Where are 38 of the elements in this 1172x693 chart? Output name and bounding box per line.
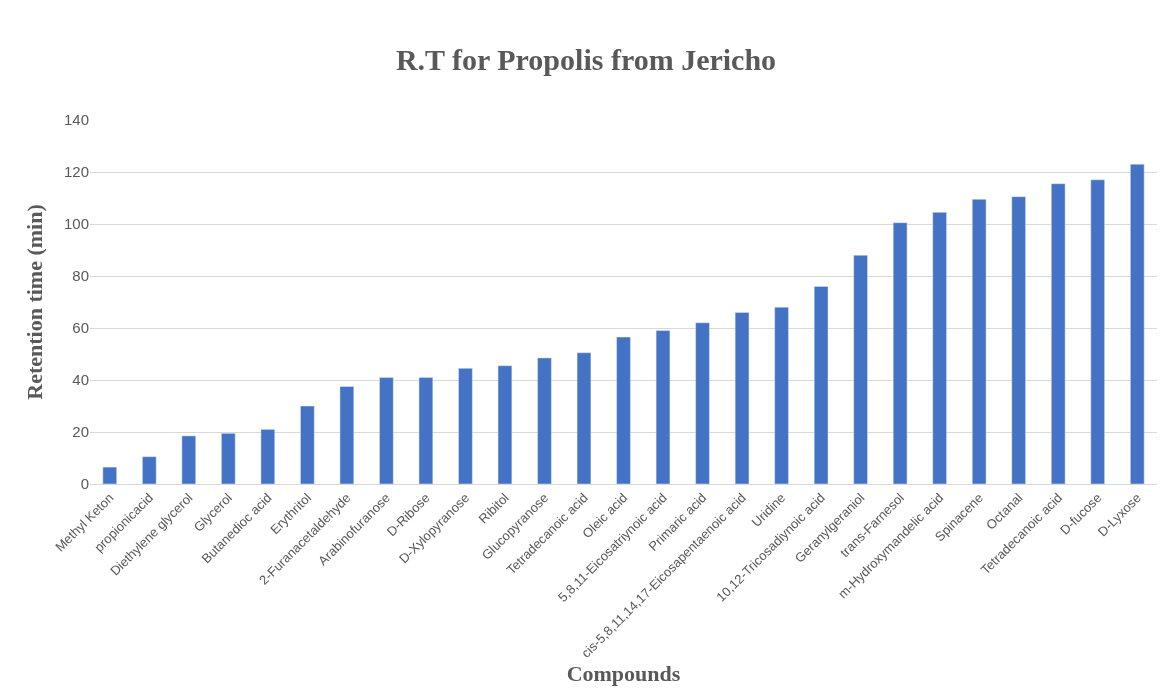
bar bbox=[1090, 179, 1105, 484]
bar bbox=[379, 377, 394, 484]
y-tick-label: 120 bbox=[63, 163, 89, 181]
bar bbox=[892, 222, 908, 484]
y-tick-label: 60 bbox=[72, 319, 89, 337]
bar bbox=[932, 212, 947, 484]
x-axis-title: Compounds bbox=[566, 660, 681, 686]
y-tick-label: 140 bbox=[63, 111, 89, 129]
bar bbox=[853, 254, 868, 484]
bar bbox=[260, 429, 275, 484]
y-axis-title: Retention time (min) bbox=[21, 204, 47, 400]
bar bbox=[300, 405, 315, 484]
bar bbox=[813, 286, 829, 484]
y-tick-label: 100 bbox=[63, 215, 89, 233]
y-tick-label: 80 bbox=[72, 267, 89, 285]
bar bbox=[1011, 196, 1026, 484]
bar bbox=[181, 435, 196, 484]
y-tick-label: 0 bbox=[80, 475, 89, 493]
bar bbox=[774, 306, 789, 484]
bar bbox=[418, 377, 434, 484]
bar bbox=[458, 368, 473, 484]
bar bbox=[497, 365, 513, 484]
bar bbox=[734, 312, 750, 484]
bar bbox=[142, 456, 157, 484]
y-tick-label: 40 bbox=[72, 371, 89, 389]
bar bbox=[1130, 163, 1145, 484]
bar bbox=[695, 322, 710, 484]
bar bbox=[1051, 183, 1066, 484]
chart-title: R.T for Propolis from Jericho bbox=[395, 42, 777, 76]
bar bbox=[102, 466, 117, 484]
bar bbox=[616, 336, 631, 484]
bar bbox=[339, 386, 355, 484]
bar bbox=[221, 433, 236, 484]
bar bbox=[655, 330, 671, 484]
bar bbox=[576, 352, 592, 484]
y-tick-label: 20 bbox=[72, 423, 89, 441]
bar bbox=[537, 357, 552, 484]
bar bbox=[972, 199, 987, 484]
